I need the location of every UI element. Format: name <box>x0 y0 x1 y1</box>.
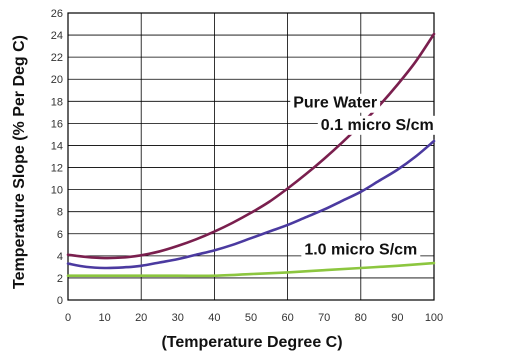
y-tick-label: 12 <box>51 163 63 175</box>
y-tick-label: 16 <box>51 118 63 130</box>
series-label-text: Pure Water <box>293 95 377 112</box>
x-axis-title: (Temperature Degree C) <box>161 334 342 351</box>
y-tick-label: 8 <box>57 207 63 219</box>
series-label-background <box>301 240 421 260</box>
y-tick-label: 22 <box>51 52 63 64</box>
series-line-2 <box>66 139 436 270</box>
y-tick-label: 14 <box>51 140 63 152</box>
y-tick-label: 6 <box>57 229 63 241</box>
x-tick-label: 50 <box>245 312 257 324</box>
x-tick-label: 40 <box>208 312 220 324</box>
y-tick-label: 18 <box>51 96 63 108</box>
series-label-3: 1.0 micro S/cm <box>301 240 421 260</box>
series-label-text: 1.0 micro S/cm <box>304 242 417 259</box>
y-tick-label: 10 <box>51 185 63 197</box>
x-tick-label: 10 <box>98 312 110 324</box>
series-label-background <box>290 93 381 113</box>
series-line-3 <box>66 261 436 278</box>
x-tick-label: 70 <box>318 312 330 324</box>
x-tick-label: 60 <box>281 312 293 324</box>
annotation-layer: Pure Water 0.1 micro S/cm 1.0 micro S/cm <box>290 93 437 260</box>
x-tick-label: 90 <box>391 312 403 324</box>
series-label-text: 0.1 micro S/cm <box>321 117 434 134</box>
y-tick-label: 20 <box>51 74 63 86</box>
x-tick-label: 100 <box>425 312 443 324</box>
y-tick-label: 4 <box>57 251 63 263</box>
y-tick-label: 26 <box>51 8 63 20</box>
x-tick-label: 20 <box>135 312 147 324</box>
x-tick-label: 0 <box>65 312 71 324</box>
series-label-1: Pure Water <box>290 93 381 113</box>
x-tick-label: 30 <box>172 312 184 324</box>
y-axis-title: Temperature Slope (% Per Deg C) <box>11 35 28 289</box>
y-tick-label: 0 <box>57 295 63 307</box>
series-label-2: 0.1 micro S/cm <box>317 115 437 135</box>
series-label-background <box>317 115 437 135</box>
y-tick-label: 2 <box>57 273 63 285</box>
grid <box>67 12 435 301</box>
x-tick-label: 80 <box>355 312 367 324</box>
tick-layer: 0 10 20 30 40 50 60 70 80 90 100024681012141618202… <box>51 8 443 324</box>
y-tick-label: 24 <box>51 30 63 42</box>
